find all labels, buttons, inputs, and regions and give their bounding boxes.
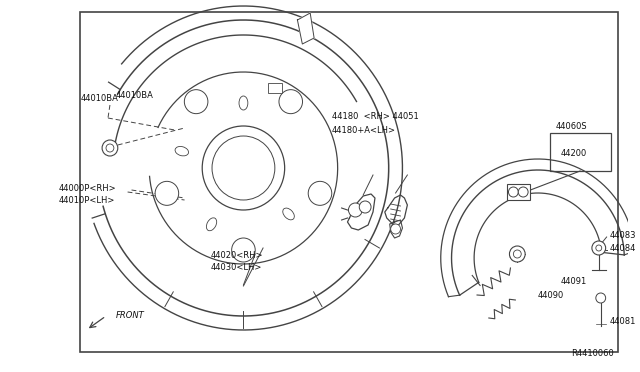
Circle shape (106, 144, 114, 152)
Text: 44084: 44084 (609, 244, 636, 253)
Circle shape (232, 238, 255, 262)
Circle shape (596, 245, 602, 251)
Circle shape (596, 293, 605, 303)
Bar (550, 133, 611, 171)
Bar (268, 83, 282, 93)
Text: 44010BA: 44010BA (116, 90, 154, 99)
Text: 44090: 44090 (538, 292, 564, 301)
Circle shape (359, 201, 371, 213)
Text: R4410060: R4410060 (571, 349, 614, 358)
Text: 44030<LH>: 44030<LH> (211, 263, 262, 272)
Text: 44020<RH>: 44020<RH> (211, 250, 264, 260)
Circle shape (155, 181, 179, 205)
Text: 44000P<RH>: 44000P<RH> (59, 183, 116, 192)
Circle shape (390, 224, 401, 234)
Circle shape (348, 203, 362, 217)
Circle shape (279, 90, 303, 114)
Ellipse shape (239, 96, 248, 110)
Text: 44180+A<LH>: 44180+A<LH> (332, 125, 396, 135)
Circle shape (184, 90, 208, 114)
Text: 44010P<LH>: 44010P<LH> (59, 196, 115, 205)
Circle shape (509, 246, 525, 262)
Text: 44010BA: 44010BA (81, 93, 118, 103)
Text: 44060S: 44060S (556, 122, 588, 131)
Bar (506, 184, 530, 200)
Circle shape (102, 140, 118, 156)
Polygon shape (298, 13, 314, 44)
Ellipse shape (206, 218, 217, 231)
Bar (81, 12, 618, 352)
Circle shape (308, 181, 332, 205)
Text: 44180  <RH> 44051: 44180 <RH> 44051 (332, 112, 419, 121)
Circle shape (508, 187, 518, 197)
Circle shape (518, 187, 528, 197)
Circle shape (513, 250, 521, 258)
Text: 44200: 44200 (561, 148, 587, 157)
Text: 44091: 44091 (561, 276, 587, 285)
Circle shape (592, 241, 605, 255)
Text: 44083: 44083 (609, 231, 636, 240)
Ellipse shape (283, 208, 294, 220)
Text: 44081: 44081 (609, 317, 636, 327)
Text: FRONT: FRONT (116, 311, 145, 321)
Ellipse shape (175, 147, 189, 156)
